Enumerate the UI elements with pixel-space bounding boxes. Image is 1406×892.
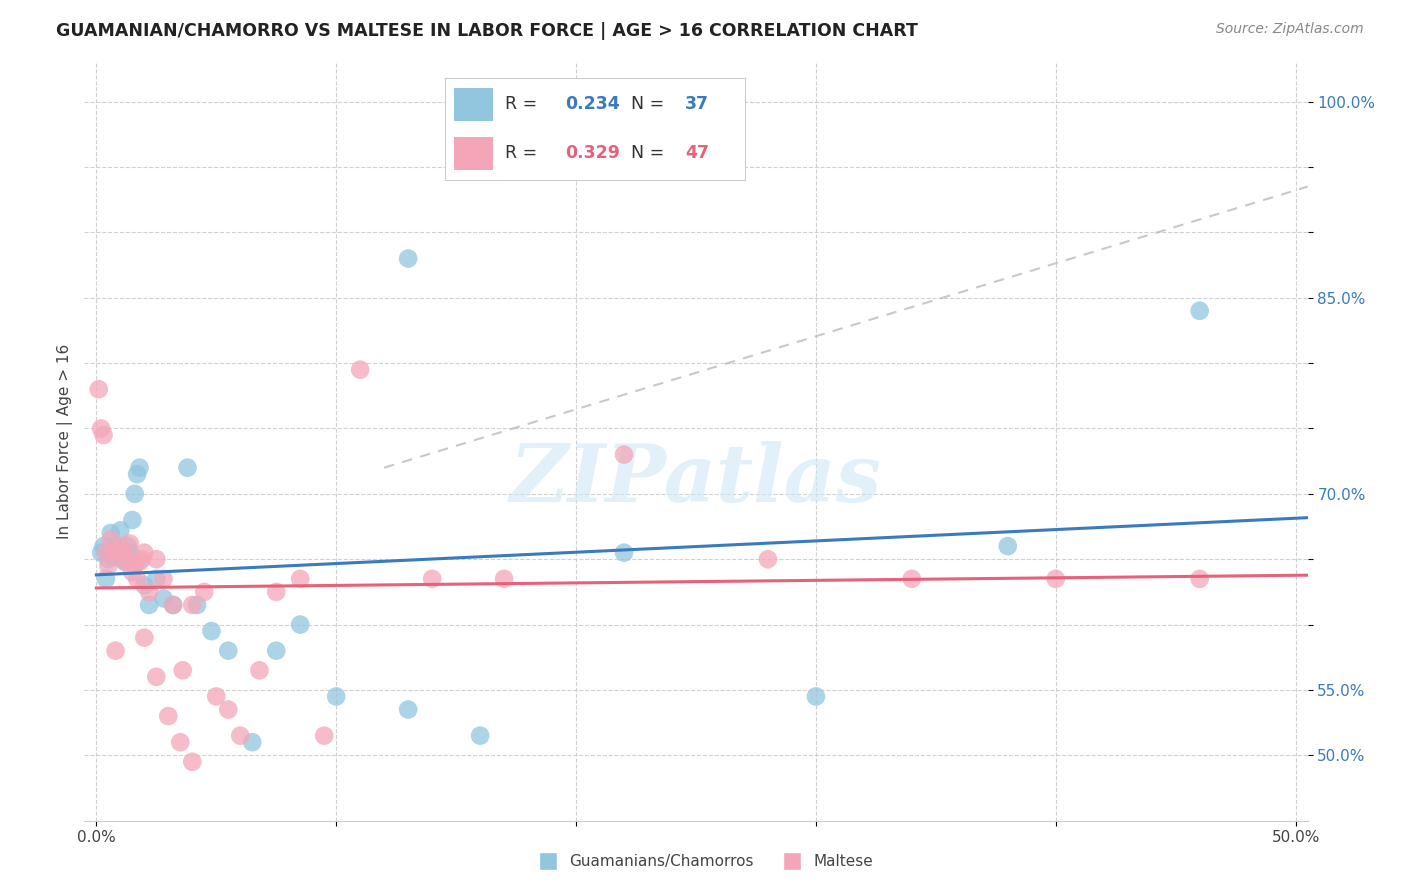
Point bbox=[90, 421, 112, 435]
Point bbox=[997, 539, 1019, 553]
Point bbox=[121, 566, 143, 580]
Point bbox=[349, 362, 371, 376]
Point bbox=[138, 598, 160, 612]
Point bbox=[138, 585, 160, 599]
Point bbox=[111, 552, 134, 566]
Point bbox=[110, 539, 132, 553]
Point bbox=[127, 467, 149, 482]
Point bbox=[240, 735, 263, 749]
Point bbox=[264, 585, 287, 599]
Point bbox=[100, 526, 122, 541]
Point bbox=[613, 448, 636, 462]
Point bbox=[104, 643, 127, 657]
Point bbox=[193, 585, 215, 599]
Text: Source: ZipAtlas.com: Source: ZipAtlas.com bbox=[1216, 22, 1364, 37]
Point bbox=[107, 541, 129, 556]
Y-axis label: In Labor Force | Age > 16: In Labor Force | Age > 16 bbox=[58, 344, 73, 539]
Point bbox=[176, 460, 198, 475]
Point bbox=[90, 546, 112, 560]
Point bbox=[128, 460, 150, 475]
Point bbox=[114, 555, 136, 569]
Point bbox=[200, 624, 222, 639]
Point bbox=[145, 670, 167, 684]
Point bbox=[128, 555, 150, 569]
Point bbox=[157, 709, 180, 723]
Point bbox=[217, 643, 239, 657]
Point bbox=[145, 572, 167, 586]
Point bbox=[145, 552, 167, 566]
Point bbox=[181, 598, 204, 612]
Point bbox=[93, 539, 115, 553]
Point bbox=[93, 428, 115, 442]
Point bbox=[162, 598, 184, 612]
Point bbox=[468, 729, 491, 743]
Point bbox=[100, 533, 122, 547]
Point bbox=[104, 539, 127, 553]
Point bbox=[1188, 303, 1211, 318]
Point bbox=[264, 643, 287, 657]
Point bbox=[94, 572, 117, 586]
Point bbox=[110, 524, 132, 538]
Point bbox=[134, 631, 156, 645]
Text: GUAMANIAN/CHAMORRO VS MALTESE IN LABOR FORCE | AGE > 16 CORRELATION CHART: GUAMANIAN/CHAMORRO VS MALTESE IN LABOR F… bbox=[56, 22, 918, 40]
Point bbox=[217, 702, 239, 716]
Point bbox=[118, 546, 141, 560]
Point bbox=[756, 552, 779, 566]
Point bbox=[152, 572, 174, 586]
Point bbox=[134, 578, 156, 592]
Legend: Guamanians/Chamorros, Maltese: Guamanians/Chamorros, Maltese bbox=[527, 848, 879, 875]
Point bbox=[101, 549, 124, 564]
Point bbox=[101, 546, 124, 560]
Point bbox=[134, 546, 156, 560]
Point bbox=[94, 546, 117, 560]
Point bbox=[162, 598, 184, 612]
Point bbox=[420, 572, 443, 586]
Point bbox=[314, 729, 336, 743]
Point bbox=[205, 690, 228, 704]
Point bbox=[87, 382, 110, 396]
Point bbox=[901, 572, 924, 586]
Point bbox=[124, 558, 146, 573]
Text: ZIPatlas: ZIPatlas bbox=[510, 441, 882, 518]
Point bbox=[181, 755, 204, 769]
Point bbox=[494, 572, 516, 586]
Point bbox=[97, 552, 120, 566]
Point bbox=[169, 735, 191, 749]
Point bbox=[1045, 572, 1067, 586]
Point bbox=[107, 546, 129, 560]
Point bbox=[117, 539, 139, 553]
Point bbox=[131, 552, 153, 566]
Point bbox=[613, 546, 636, 560]
Point bbox=[127, 572, 149, 586]
Point bbox=[229, 729, 252, 743]
Point bbox=[152, 591, 174, 606]
Point bbox=[117, 552, 139, 566]
Point bbox=[124, 487, 146, 501]
Point bbox=[290, 617, 312, 632]
Point bbox=[290, 572, 312, 586]
Point bbox=[249, 663, 271, 677]
Point bbox=[97, 558, 120, 573]
Point bbox=[114, 555, 136, 569]
Point bbox=[804, 690, 827, 704]
Point bbox=[186, 598, 208, 612]
Point bbox=[396, 702, 419, 716]
Point bbox=[396, 252, 419, 266]
Point bbox=[118, 536, 141, 550]
Point bbox=[111, 546, 134, 560]
Point bbox=[325, 690, 347, 704]
Point bbox=[1188, 572, 1211, 586]
Point bbox=[121, 513, 143, 527]
Point bbox=[172, 663, 194, 677]
